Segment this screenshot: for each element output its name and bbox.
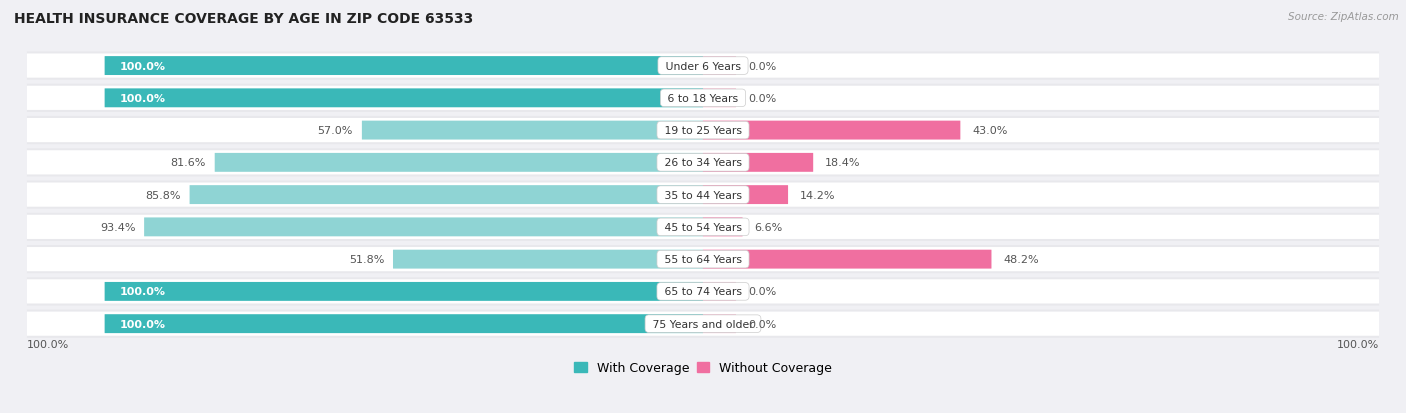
FancyBboxPatch shape	[703, 282, 735, 301]
FancyBboxPatch shape	[703, 218, 742, 237]
Text: 75 Years and older: 75 Years and older	[650, 319, 756, 329]
FancyBboxPatch shape	[27, 86, 1379, 111]
Text: 65 to 74 Years: 65 to 74 Years	[661, 287, 745, 297]
FancyBboxPatch shape	[27, 117, 1379, 145]
Text: 6 to 18 Years: 6 to 18 Years	[664, 94, 742, 104]
Text: 19 to 25 Years: 19 to 25 Years	[661, 126, 745, 136]
FancyBboxPatch shape	[215, 154, 703, 172]
Text: 100.0%: 100.0%	[120, 62, 166, 71]
Text: 81.6%: 81.6%	[170, 158, 205, 168]
FancyBboxPatch shape	[27, 245, 1379, 273]
Text: 55 to 64 Years: 55 to 64 Years	[661, 254, 745, 264]
Text: 57.0%: 57.0%	[318, 126, 353, 136]
Text: 0.0%: 0.0%	[748, 94, 776, 104]
FancyBboxPatch shape	[27, 151, 1379, 175]
FancyBboxPatch shape	[27, 278, 1379, 306]
Text: 45 to 54 Years: 45 to 54 Years	[661, 222, 745, 233]
FancyBboxPatch shape	[27, 181, 1379, 209]
FancyBboxPatch shape	[145, 218, 703, 237]
FancyBboxPatch shape	[27, 149, 1379, 177]
Text: 85.8%: 85.8%	[145, 190, 181, 200]
Text: 6.6%: 6.6%	[755, 222, 783, 233]
Text: 100.0%: 100.0%	[120, 319, 166, 329]
Text: 93.4%: 93.4%	[100, 222, 135, 233]
FancyBboxPatch shape	[703, 154, 813, 172]
Text: 51.8%: 51.8%	[349, 254, 384, 264]
Text: 0.0%: 0.0%	[748, 287, 776, 297]
FancyBboxPatch shape	[27, 247, 1379, 272]
FancyBboxPatch shape	[190, 186, 703, 204]
Text: 100.0%: 100.0%	[27, 339, 69, 349]
Text: Source: ZipAtlas.com: Source: ZipAtlas.com	[1288, 12, 1399, 22]
Text: 0.0%: 0.0%	[748, 62, 776, 71]
FancyBboxPatch shape	[703, 250, 991, 269]
Text: 26 to 34 Years: 26 to 34 Years	[661, 158, 745, 168]
Text: 35 to 44 Years: 35 to 44 Years	[661, 190, 745, 200]
Legend: With Coverage, Without Coverage: With Coverage, Without Coverage	[569, 356, 837, 380]
FancyBboxPatch shape	[703, 57, 735, 76]
FancyBboxPatch shape	[104, 314, 703, 333]
Text: 100.0%: 100.0%	[1337, 339, 1379, 349]
FancyBboxPatch shape	[703, 186, 787, 204]
FancyBboxPatch shape	[27, 52, 1379, 81]
FancyBboxPatch shape	[361, 121, 703, 140]
Text: 0.0%: 0.0%	[748, 319, 776, 329]
FancyBboxPatch shape	[27, 312, 1379, 336]
FancyBboxPatch shape	[394, 250, 703, 269]
FancyBboxPatch shape	[27, 213, 1379, 241]
FancyBboxPatch shape	[27, 280, 1379, 304]
FancyBboxPatch shape	[703, 314, 735, 333]
Text: 18.4%: 18.4%	[825, 158, 860, 168]
Text: 43.0%: 43.0%	[972, 126, 1008, 136]
FancyBboxPatch shape	[27, 310, 1379, 338]
Text: 14.2%: 14.2%	[800, 190, 835, 200]
FancyBboxPatch shape	[27, 119, 1379, 143]
FancyBboxPatch shape	[703, 89, 735, 108]
Text: 48.2%: 48.2%	[1004, 254, 1039, 264]
Text: 100.0%: 100.0%	[120, 94, 166, 104]
FancyBboxPatch shape	[27, 183, 1379, 207]
FancyBboxPatch shape	[27, 55, 1379, 78]
FancyBboxPatch shape	[703, 121, 960, 140]
Text: 100.0%: 100.0%	[120, 287, 166, 297]
FancyBboxPatch shape	[27, 85, 1379, 113]
Text: Under 6 Years: Under 6 Years	[662, 62, 744, 71]
FancyBboxPatch shape	[27, 215, 1379, 240]
FancyBboxPatch shape	[104, 282, 703, 301]
FancyBboxPatch shape	[104, 57, 703, 76]
FancyBboxPatch shape	[104, 89, 703, 108]
Text: HEALTH INSURANCE COVERAGE BY AGE IN ZIP CODE 63533: HEALTH INSURANCE COVERAGE BY AGE IN ZIP …	[14, 12, 474, 26]
